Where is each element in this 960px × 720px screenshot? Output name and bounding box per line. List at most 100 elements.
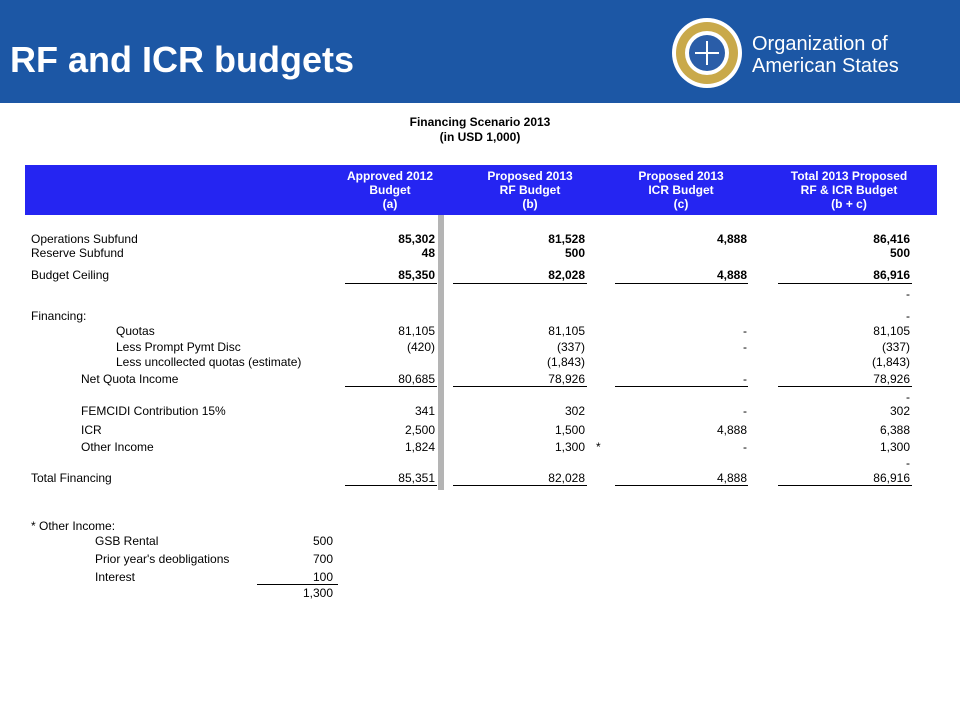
- row-label: Quotas: [116, 324, 155, 338]
- column-header: Approved 2012: [346, 169, 434, 183]
- cell-value: 81,105: [398, 324, 435, 338]
- footnote-total: 1,300: [302, 586, 333, 600]
- cell-value: 48: [421, 246, 435, 260]
- footnote-label: Interest: [95, 570, 136, 584]
- row-label: Less Prompt Pymt Disc: [116, 340, 241, 354]
- column-header: ICR Budget: [648, 183, 714, 197]
- row-label: FEMCIDI Contribution 15%: [81, 404, 226, 418]
- footnote-title: * Other Income:: [31, 519, 116, 533]
- cell-value: (1,843): [871, 355, 910, 369]
- underline: [453, 283, 587, 284]
- cell-value: (420): [406, 340, 435, 354]
- cell-value: 80,685: [398, 372, 435, 386]
- org-name: Organization of: [752, 33, 888, 55]
- cell-value: 500: [889, 246, 910, 260]
- cell-value: 500: [564, 246, 585, 260]
- cell-value: -: [906, 456, 910, 470]
- cell-value: 1,824: [404, 440, 435, 454]
- column-header: (b): [522, 197, 538, 211]
- underline: [778, 485, 912, 486]
- cell-value: 1,500: [554, 423, 585, 437]
- cell-value: 302: [889, 404, 910, 418]
- cell-value: 1,300: [554, 440, 585, 454]
- column-divider: [438, 215, 444, 490]
- cell-value: -: [906, 390, 910, 404]
- footnote-label: Prior year's deobligations: [95, 552, 230, 566]
- row-label: Total Financing: [31, 471, 112, 485]
- logo: [672, 18, 742, 88]
- table-title: Financing Scenario 2013: [409, 115, 551, 129]
- column-header: Proposed 2013: [487, 169, 573, 183]
- cell-value: 81,528: [548, 232, 585, 246]
- cell-value: -: [743, 372, 747, 386]
- cell-value: 2,500: [404, 423, 435, 437]
- column-header: Budget: [369, 183, 411, 197]
- underline: [778, 283, 912, 284]
- row-label: Operations Subfund: [31, 232, 138, 246]
- column-header: Proposed 2013: [638, 169, 724, 183]
- cell-value: -: [743, 324, 747, 338]
- slide-title: RF and ICR budgets: [10, 39, 354, 80]
- footnote-value: 500: [312, 534, 333, 548]
- cell-value: 4,888: [716, 471, 747, 485]
- cell-value: -: [743, 440, 747, 454]
- cell-value: -: [743, 340, 747, 354]
- table-header-band: [25, 165, 937, 215]
- footnote-value: 700: [312, 552, 333, 566]
- row-label: Other Income: [81, 440, 154, 454]
- row-label: Net Quota Income: [81, 372, 179, 386]
- cell-value: 341: [414, 404, 435, 418]
- cell-value: -: [906, 309, 910, 323]
- underline: [257, 584, 338, 585]
- table-title: (in USD 1,000): [439, 130, 521, 144]
- column-header: RF & ICR Budget: [800, 183, 898, 197]
- cell-value: 86,916: [873, 471, 910, 485]
- cell-value: 4,888: [716, 232, 747, 246]
- cell-value: -: [906, 287, 910, 301]
- cell-value: 302: [564, 404, 585, 418]
- cell-value: (337): [881, 340, 910, 354]
- cell-value: 85,350: [398, 268, 435, 282]
- footnote-label: GSB Rental: [95, 534, 159, 548]
- note-marker: *: [596, 440, 601, 454]
- cell-value: 86,916: [873, 268, 910, 282]
- header-bar: [0, 0, 960, 103]
- cell-value: -: [743, 404, 747, 418]
- footnote-value: 100: [312, 570, 333, 584]
- underline: [778, 386, 912, 387]
- cell-value: 86,416: [873, 232, 910, 246]
- column-header: Total 2013 Proposed: [790, 169, 908, 183]
- org-name: American States: [752, 55, 899, 77]
- column-header: (b + c): [831, 197, 867, 211]
- underline: [345, 485, 437, 486]
- cell-value: 6,388: [879, 423, 910, 437]
- row-label: ICR: [81, 423, 102, 437]
- underline: [453, 485, 587, 486]
- cell-value: 1,300: [879, 440, 910, 454]
- column-header: (a): [382, 197, 398, 211]
- cell-value: (337): [556, 340, 585, 354]
- underline: [453, 386, 587, 387]
- cell-value: 78,926: [873, 372, 910, 386]
- underline: [345, 386, 437, 387]
- cell-value: 82,028: [548, 471, 585, 485]
- cell-value: (1,843): [546, 355, 585, 369]
- cell-value: 81,105: [548, 324, 585, 338]
- cell-value: 85,302: [398, 232, 435, 246]
- underline: [615, 283, 748, 284]
- cell-value: 82,028: [548, 268, 585, 282]
- row-label: Budget Ceiling: [31, 268, 110, 282]
- cell-value: 4,888: [716, 268, 747, 282]
- row-label: Less uncollected quotas (estimate): [116, 355, 302, 369]
- underline: [345, 283, 437, 284]
- cell-value: 85,351: [398, 471, 435, 485]
- underline: [615, 386, 748, 387]
- cell-value: 4,888: [716, 423, 747, 437]
- cell-value: 78,926: [548, 372, 585, 386]
- row-label: Reserve Subfund: [31, 246, 124, 260]
- column-header: (c): [673, 197, 689, 211]
- row-label: Financing:: [31, 309, 87, 323]
- cell-value: 81,105: [873, 324, 910, 338]
- column-header: RF Budget: [499, 183, 561, 197]
